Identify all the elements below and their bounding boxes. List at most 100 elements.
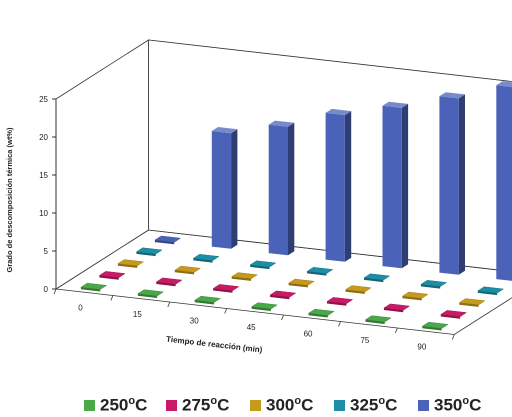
legend-swatch xyxy=(250,399,261,411)
bar-side xyxy=(288,122,295,256)
bar-side xyxy=(231,129,238,249)
y-tick-label: 20 xyxy=(39,133,48,142)
bar-flat xyxy=(269,290,297,298)
bar-flat xyxy=(458,298,486,306)
bar-front xyxy=(496,85,512,281)
bar-side xyxy=(458,94,465,275)
legend-swatch xyxy=(84,399,95,411)
bar-top xyxy=(496,81,512,88)
legend-swatch xyxy=(418,399,429,411)
legend-item-275: 275oC xyxy=(166,393,229,417)
bar-flat xyxy=(230,272,259,280)
bar-flat-edge xyxy=(420,284,441,289)
bar-flat-edge xyxy=(440,314,461,319)
bar-flat-edge xyxy=(307,271,327,276)
bar-flat-edge xyxy=(137,293,158,298)
legend-label: 250oC xyxy=(100,394,148,415)
bar-flat-edge xyxy=(402,296,422,301)
x-tick-mark xyxy=(338,321,341,327)
bar-top xyxy=(211,127,238,134)
legend-item-325: 325oC xyxy=(334,393,397,417)
legend-label: 275oC xyxy=(182,394,230,415)
x-tick-mark xyxy=(167,301,171,308)
bar-flat xyxy=(174,265,202,273)
bar-flat xyxy=(154,235,182,243)
x-tick-label: 45 xyxy=(247,323,256,332)
bar-flat-edge xyxy=(422,326,442,331)
legend-item-350: 350oC xyxy=(418,393,481,417)
legend-swatch xyxy=(166,399,177,411)
bar-top xyxy=(382,101,409,108)
x-tick-label: 75 xyxy=(360,336,369,345)
bar-front xyxy=(268,124,288,256)
bar-flat xyxy=(117,259,145,267)
bar-flat xyxy=(287,278,315,286)
bar-front xyxy=(325,112,345,262)
y-tick-label: 10 xyxy=(39,209,48,218)
y-axis-title: Grado de descomposición térmica (wt%) xyxy=(5,127,14,273)
bar-front xyxy=(211,131,232,249)
x-tick-label: 90 xyxy=(417,342,426,351)
bar-flat-edge xyxy=(250,264,270,270)
bar-top xyxy=(268,120,295,127)
legend-label: 325oC xyxy=(350,394,398,415)
bar-flat xyxy=(306,267,334,274)
x-tick-label: 60 xyxy=(304,329,313,338)
bar-flat-edge xyxy=(459,302,479,307)
x-tick-mark xyxy=(53,288,57,295)
x-tick-label: 15 xyxy=(133,310,142,319)
bar-flat-edge xyxy=(308,313,328,318)
bar-side xyxy=(401,103,409,269)
bar-flat-edge xyxy=(174,270,195,275)
bar-flat-edge xyxy=(364,277,384,283)
bar-flat-edge xyxy=(383,308,404,313)
bar-flat-edge xyxy=(270,295,290,300)
y-tick-label: 0 xyxy=(44,285,49,294)
bar-top xyxy=(439,92,465,99)
bar-flat-edge xyxy=(80,287,101,292)
x-tick-label: 0 xyxy=(78,303,83,312)
bar-side xyxy=(344,111,352,262)
bar-flat-edge xyxy=(193,258,213,263)
x-tick-mark xyxy=(395,327,398,334)
bar-flat-edge xyxy=(156,282,176,287)
x-tick-mark xyxy=(224,308,228,314)
bar-flat xyxy=(250,302,278,310)
bar-flat-edge xyxy=(345,289,365,294)
x-tick-mark xyxy=(281,314,284,321)
bar-flat xyxy=(344,285,372,293)
bar-flat-edge xyxy=(365,319,385,324)
bar-flat-edge xyxy=(251,306,271,311)
x-axis-title: Tiempo de reacción (min) xyxy=(166,335,263,355)
legend-label: 300oC xyxy=(266,394,314,415)
x-tick-mark xyxy=(451,334,455,340)
y-tick-label: 15 xyxy=(39,171,48,180)
bar-flat-edge xyxy=(117,263,138,268)
legend-label: 350oC xyxy=(434,394,482,415)
bar-flat xyxy=(307,308,335,316)
chart-legend: 250oC 275oC 300oC 325oC 350oC xyxy=(0,393,512,417)
y-tick-label: 5 xyxy=(44,247,49,256)
bar-flat xyxy=(326,297,354,304)
bar-flat-edge xyxy=(288,283,308,288)
bar-flat-edge xyxy=(154,240,175,245)
x-tick-mark xyxy=(110,295,114,301)
bar-front xyxy=(382,105,402,269)
x-tick-label: 30 xyxy=(190,316,199,325)
chart-svg: 0 5 10 15 20 25 0 15 30 45 60 75 90 Tiempo de reacció… xyxy=(5,39,512,355)
legend-item-250: 250oC xyxy=(84,393,147,417)
bar-flat-edge xyxy=(194,300,214,305)
legend-item-300: 300oC xyxy=(250,393,313,417)
bar-flat-edge xyxy=(99,275,119,280)
bar-flat xyxy=(401,291,429,299)
bar-flat-edge xyxy=(136,251,156,257)
bar-top xyxy=(325,108,352,116)
bar-front xyxy=(439,96,459,275)
bar-flat-edge xyxy=(213,288,233,293)
legend-swatch xyxy=(334,399,345,411)
bar-flat-edge xyxy=(477,290,498,296)
y-tick-label: 25 xyxy=(39,95,48,104)
bar-flat-edge xyxy=(327,301,347,306)
bar-flat-edge xyxy=(231,276,251,281)
